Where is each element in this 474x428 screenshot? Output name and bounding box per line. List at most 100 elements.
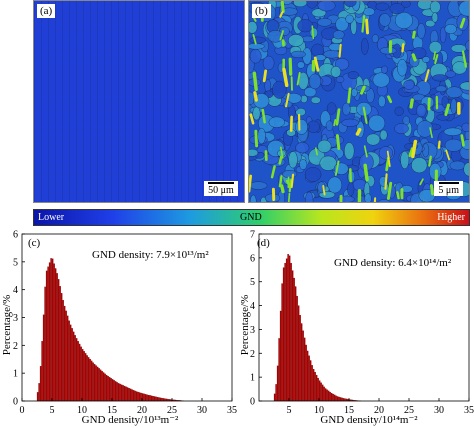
histogram-bar xyxy=(275,384,277,402)
histogram-bar xyxy=(108,377,111,402)
histogram-bar xyxy=(66,315,69,402)
histogram-bar xyxy=(114,381,117,402)
histogram-bar xyxy=(288,255,291,402)
histogram-bar xyxy=(329,391,331,402)
histogram-bar xyxy=(297,305,300,402)
axes-frame xyxy=(258,233,470,402)
histogram-bar xyxy=(314,371,316,402)
histogram-bar xyxy=(143,393,145,402)
panel-tag-d: (d) xyxy=(257,237,270,249)
histogram-bar xyxy=(276,365,279,402)
panel-tag-a: (a) xyxy=(37,4,56,18)
histogram-bar xyxy=(77,341,79,402)
histogram-bar xyxy=(45,270,48,402)
histogram-bar xyxy=(293,277,295,402)
histogram-bar xyxy=(63,305,66,402)
x-tick-label: 10 xyxy=(77,405,87,416)
x-tick-label: 30 xyxy=(434,405,444,416)
histogram-bar xyxy=(290,262,292,402)
histogram-bar xyxy=(146,394,148,402)
y-tick-label: 5 xyxy=(13,257,18,268)
histogram-bar xyxy=(95,365,97,402)
x-tick-label: 35 xyxy=(464,405,474,416)
x-tick-label: 30 xyxy=(197,405,207,416)
scale-bar-b: 5 μm xyxy=(434,181,463,196)
y-tick-label: 3 xyxy=(250,325,255,336)
x-tick-label: 15 xyxy=(344,405,354,416)
xlabel-d: GND density/10¹⁴m⁻² xyxy=(320,414,418,426)
x-tick-label: 10 xyxy=(314,405,324,416)
histogram-bar xyxy=(102,372,105,402)
histogram-bar xyxy=(333,394,336,402)
panel-tag-b: (b) xyxy=(252,4,271,18)
histogram-bar xyxy=(62,300,64,402)
histogram-bar xyxy=(287,254,289,402)
histogram-bar xyxy=(279,310,282,402)
histogram-bar xyxy=(317,377,319,402)
histogram-bar xyxy=(150,395,153,402)
histogram-bar xyxy=(335,395,337,402)
histogram-bar xyxy=(138,392,141,402)
histogram-bar xyxy=(44,286,46,402)
histogram-bar xyxy=(342,398,345,402)
x-tick-label: 20 xyxy=(137,405,147,416)
histogram-d: (d) GND density: 6.4×10¹⁴/m² Percentage/… xyxy=(239,230,474,426)
histogram-bar xyxy=(308,355,310,402)
histogram-bar xyxy=(278,338,280,402)
histogram-bar xyxy=(159,397,162,402)
histogram-bar xyxy=(149,395,151,402)
histogram-bar xyxy=(110,378,112,402)
histogram-bar xyxy=(311,365,313,402)
colorbar-high-label: Higher xyxy=(437,212,465,223)
histogram-bar xyxy=(99,369,102,402)
y-tick-label: 7 xyxy=(250,230,255,241)
histogram-bar xyxy=(65,310,67,402)
histogram-bar xyxy=(321,384,324,402)
histogram-bar xyxy=(50,258,52,402)
histogram-bar xyxy=(42,314,45,402)
histogram-bar xyxy=(324,388,327,402)
histogram-bar xyxy=(300,323,303,402)
histogram-bar xyxy=(132,390,135,402)
x-tick-label: 5 xyxy=(50,405,55,416)
gnd-map-a: (a) 50 μm xyxy=(33,0,245,203)
scale-bar-a: 50 μm xyxy=(204,181,238,196)
histogram-bar xyxy=(327,390,330,402)
y-tick-label: 1 xyxy=(13,369,18,380)
x-tick-label: 15 xyxy=(107,405,117,416)
histogram-bar xyxy=(107,376,109,402)
histogram-bar xyxy=(302,330,304,402)
ylabel-d: Percentage/% xyxy=(239,295,251,355)
histogram-bar xyxy=(129,388,132,402)
histogram-bar xyxy=(294,286,297,402)
histogram-bar xyxy=(137,391,139,402)
histogram-bar xyxy=(144,394,147,402)
histogram-bar xyxy=(281,283,283,402)
histogram-bar xyxy=(318,380,321,402)
annotation-c: GND density: 7.9×10¹³/m² xyxy=(92,249,209,261)
histogram-bar xyxy=(59,286,61,402)
histogram-bar xyxy=(56,273,58,402)
histogram-bar xyxy=(338,396,340,402)
y-tick-label: 0 xyxy=(250,397,255,408)
histogram-bar xyxy=(282,267,285,402)
histogram-bar xyxy=(296,295,298,402)
y-tick-label: 1 xyxy=(250,373,255,384)
histogram-bar xyxy=(158,397,160,402)
histogram-bar xyxy=(309,360,312,402)
histogram-bar xyxy=(48,262,51,402)
y-tick-label: 2 xyxy=(13,341,18,352)
histogram-bar xyxy=(41,341,43,402)
histogram-bar xyxy=(119,383,121,402)
x-tick-label: 25 xyxy=(404,405,414,416)
x-tick-label: 25 xyxy=(167,405,177,416)
histogram-bar xyxy=(326,389,328,402)
histogram-bar xyxy=(38,383,40,402)
ylabel-c: Percentage/% xyxy=(1,295,13,355)
histogram-bar xyxy=(134,390,136,402)
y-tick-label: 6 xyxy=(250,253,255,264)
xlabel-c: GND density/10¹³m⁻² xyxy=(82,414,179,426)
histogram-bar xyxy=(299,315,301,402)
y-tick-label: 0 xyxy=(13,397,18,408)
colorbar-mid-label: GND xyxy=(240,212,262,223)
